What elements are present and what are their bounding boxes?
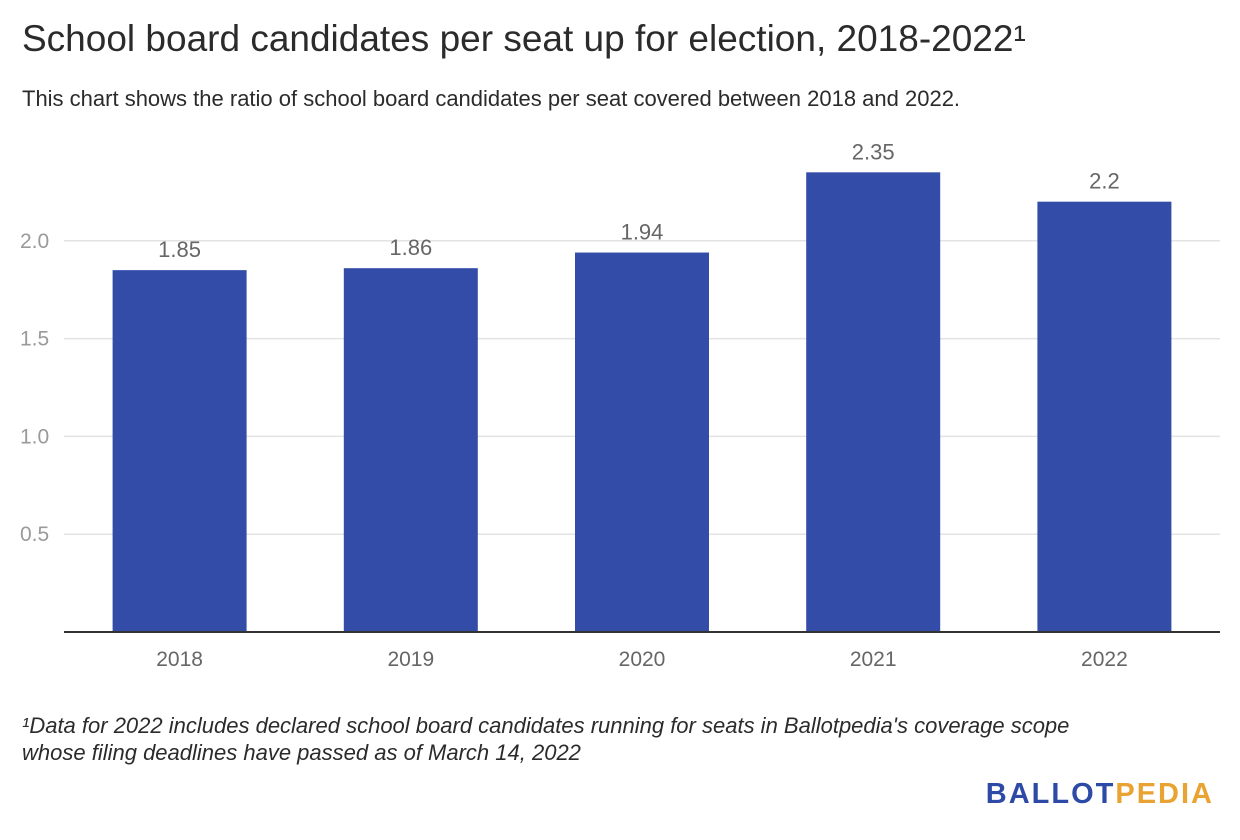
footnote-line-1: ¹Data for 2022 includes declared school … bbox=[22, 713, 1070, 738]
logo-part-ballot: BALLOT bbox=[985, 778, 1116, 810]
x-axis-ticks: 2018 2019 2020 2021 2022 bbox=[156, 648, 1128, 671]
bar-2022 bbox=[1037, 201, 1172, 632]
logo-part-pedia: PEDIA bbox=[1115, 778, 1214, 810]
bars bbox=[112, 172, 1172, 632]
x-tick-label-2020: 2020 bbox=[619, 648, 666, 671]
x-tick-label-2018: 2018 bbox=[156, 648, 203, 671]
y-tick-label: 2.0 bbox=[20, 230, 49, 253]
y-tick-label: 1.5 bbox=[20, 328, 49, 351]
bar-chart: 0.51.01.52.0 1.85 1.861.942.352.2 2018 201… bbox=[20, 139, 1220, 671]
x-tick-label-2019: 2019 bbox=[387, 648, 434, 671]
x-tick-label-2021: 2021 bbox=[850, 648, 897, 671]
value-label-2018: 1.85 bbox=[158, 237, 201, 262]
footnote: ¹Data for 2022 includes declared school … bbox=[22, 712, 1202, 766]
value-label-2021: 2.35 bbox=[852, 139, 895, 164]
y-tick-label: 0.5 bbox=[20, 523, 49, 546]
x-tick-label-2022: 2022 bbox=[1081, 648, 1128, 671]
chart-subtitle: This chart shows the ratio of school boa… bbox=[22, 86, 961, 111]
bar-2020 bbox=[575, 252, 709, 632]
footnote-line-2: whose filing deadlines have passed as of… bbox=[22, 740, 581, 765]
value-label-2019: 1.86 bbox=[389, 235, 432, 260]
bar-2019 bbox=[343, 268, 478, 632]
value-label-2020: 1.94 bbox=[621, 220, 664, 245]
bar-2018 bbox=[112, 270, 247, 632]
value-label-2022: 2.2 bbox=[1089, 169, 1120, 194]
value-labels: 1.85 1.86 1.94 2.35 2.2 bbox=[158, 139, 1120, 262]
y-tick-label: 1.0 bbox=[20, 425, 49, 448]
y-axis-ticks: 0.5 1.0 1.5 2.0 bbox=[20, 230, 49, 546]
ballotpedia-logo: BALLOTPEDIA bbox=[986, 778, 1214, 811]
bar-2021 bbox=[806, 172, 941, 632]
chart-title: School board candidates per seat up for … bbox=[22, 18, 1026, 59]
